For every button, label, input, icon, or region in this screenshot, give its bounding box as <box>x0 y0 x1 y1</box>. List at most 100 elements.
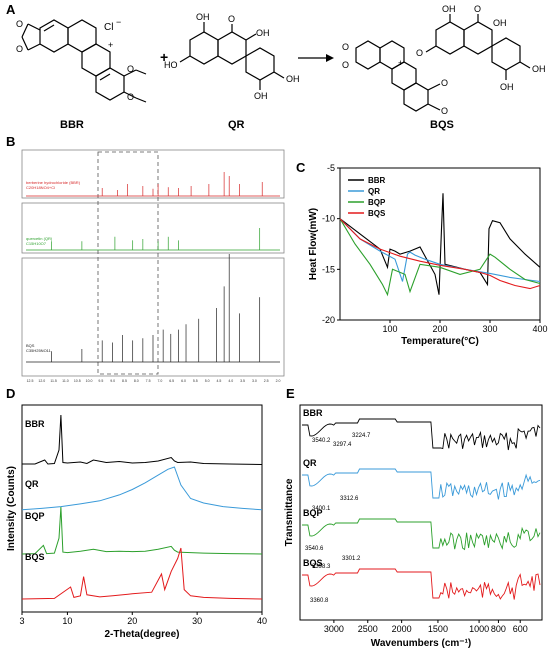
dsc-series-bqp <box>339 218 541 297</box>
qr-oh-2: OH <box>256 28 270 38</box>
ftir-peak-annotation: 3400.1 <box>312 506 331 512</box>
bqs-o-4: O <box>441 106 448 116</box>
xrd-xlabel: 2-Theta(degree) <box>104 629 179 640</box>
dsc-legend-label: BQS <box>368 209 386 218</box>
nmr-spectra <box>26 172 280 363</box>
reaction-arrowhead <box>326 54 334 62</box>
ftir-series-label: BQP <box>303 508 323 518</box>
nmr-tick-label: 8.0 <box>134 379 139 383</box>
nmr-tick-label: 10.0 <box>86 379 93 383</box>
ftir-series-bbr <box>302 418 541 451</box>
bqs-oh-3: OH <box>532 64 546 74</box>
dsc-ytick-label: -5 <box>327 163 335 173</box>
qr-oh-3: OH <box>286 74 300 84</box>
ftir-peak-annotation: 3301.2 <box>342 556 361 562</box>
nmr-formula-qr: C15H10O7 <box>26 241 47 246</box>
xrd-series-bbr <box>22 414 263 465</box>
bqs-label: BQS <box>430 119 454 131</box>
nmr-tick-label: 4.0 <box>228 379 233 383</box>
xrd-series-bqs <box>21 547 263 600</box>
nmr-tick-label: 9.5 <box>98 379 103 383</box>
dsc-legend-label: QR <box>368 187 380 196</box>
nmr-tick-label: 5.5 <box>193 379 198 383</box>
panel-letter-d: D <box>6 386 15 401</box>
nmr-tick-label: 7.5 <box>146 379 151 383</box>
ftir-series-qr <box>302 468 541 500</box>
ftir-chart: 3000 2500 2000 1500 1000 800 600 Wavenumbers (c… <box>284 404 543 649</box>
ftir-xlabel: Wavenumbers (cm⁻¹) <box>371 638 471 649</box>
nmr-tick-label: 2.0 <box>276 379 281 383</box>
xrd-series-bqp <box>21 506 263 555</box>
ftir-series-bqp <box>302 518 541 551</box>
dsc-ytick-label: -15 <box>322 264 335 274</box>
ftir-xtick-label: 600 <box>513 624 528 634</box>
ftir-ylabel: Transmittance <box>284 478 295 546</box>
ftir-peak-annotation: 3398.3 <box>312 564 331 570</box>
ftir-series-label: BQS <box>303 558 323 568</box>
nmr-highlight-box <box>97 151 159 375</box>
bqs-charge: + <box>398 58 403 68</box>
bbr-structure <box>21 19 147 103</box>
nmr-formula-bqs: C35H25NO11 <box>26 348 52 353</box>
dsc-series-bqs <box>339 218 541 290</box>
nmr-tick-label: 12.0 <box>38 379 45 383</box>
xrd-xtick-label: 30 <box>192 616 202 626</box>
nmr-tick-label: 11.5 <box>50 379 57 383</box>
nmr-tick-label: 5.0 <box>205 379 210 383</box>
ftir-series-label: BBR <box>303 408 323 418</box>
nmr-tick-label: 7.0 <box>157 379 162 383</box>
bqs-oh-2: OH <box>493 18 507 28</box>
bqs-oh-1: OH <box>442 4 456 14</box>
ftir-peak-annotation: 3312.6 <box>340 496 359 502</box>
bbr-o-1: O <box>16 19 23 29</box>
ftir-xtick-label: 2500 <box>358 624 378 634</box>
panel-b: B berberine hydrochloride (BBR) C20H18NO… <box>6 134 285 383</box>
panel-letter-a: A <box>6 2 16 17</box>
panel-letter-c: C <box>296 160 306 175</box>
panel-e: E 3000 2500 2000 1500 1000 800 600 Wavenumbers … <box>284 386 543 649</box>
bbr-charge: + <box>108 40 113 50</box>
dsc-xtick-label: 100 <box>382 324 397 334</box>
xrd-ylabel: Intensity (Counts) <box>6 466 17 551</box>
nmr-tick-label: 6.0 <box>181 379 186 383</box>
xrd-frame <box>21 404 263 613</box>
dsc-ytick-label: -10 <box>322 214 335 224</box>
dsc-ytick-label: -20 <box>322 315 335 325</box>
xrd-series-label: BQP <box>25 511 45 521</box>
ftir-xtick-label: 3000 <box>324 624 344 634</box>
ftir-peak-annotation: 3540.6 <box>305 546 324 552</box>
bqs-o-minus: O <box>416 48 423 58</box>
ftir-peak-annotation: 3540.2 <box>312 438 331 444</box>
bqs-o-2: O <box>342 60 349 70</box>
ftir-xtick-label: 1000 <box>469 624 489 634</box>
ftir-peak-annotation: 3360.8 <box>310 598 329 604</box>
nmr-tick-label: 8.5 <box>122 379 127 383</box>
dsc-xlabel: Temperature(°C) <box>401 336 479 347</box>
bbr-label: BBR <box>60 119 84 131</box>
qr-o-carbonyl: O <box>228 14 235 24</box>
bbr-o-4: O <box>127 92 134 102</box>
ftir-frame <box>299 404 543 621</box>
dsc-xtick-label: 300 <box>482 324 497 334</box>
panel-d: D 3 10 20 30 40 2-Theta(degree) Intensity (Cou… <box>6 386 267 640</box>
xrd-chart: 3 10 20 30 40 2-Theta(degree) Intensity (Count… <box>6 404 267 640</box>
ftir-xtick-label: 800 <box>491 624 506 634</box>
bqs-oh-4: OH <box>500 82 514 92</box>
bbr-chloride-charge: − <box>116 17 121 27</box>
dsc-chart: 100 200 300 400 -20 -15 -10 -5 Temperature(°C) He… <box>308 163 548 347</box>
panel-letter-e: E <box>286 386 295 401</box>
xrd-xtick-label: 3 <box>19 616 24 626</box>
ftir-peak-annotation: 3297.4 <box>333 442 352 448</box>
nmr-label-bqs: BQS <box>26 343 35 348</box>
bbr-o-2: O <box>16 44 23 54</box>
xrd-series-label: QR <box>25 479 39 489</box>
nmr-label-bbr: berberine hydrochloride (BBR) <box>26 180 81 185</box>
panel-a: A O O O O + Cl − BBR + <box>6 2 546 131</box>
dsc-series-qr <box>339 218 541 283</box>
panel-letter-b: B <box>6 134 15 149</box>
qr-structure <box>179 22 285 90</box>
bbr-chloride: Cl <box>104 22 113 33</box>
qr-oh-4: OH <box>254 91 268 101</box>
ftir-peak-annotation: 3224.7 <box>352 433 371 439</box>
xrd-series-label: BBR <box>25 419 45 429</box>
